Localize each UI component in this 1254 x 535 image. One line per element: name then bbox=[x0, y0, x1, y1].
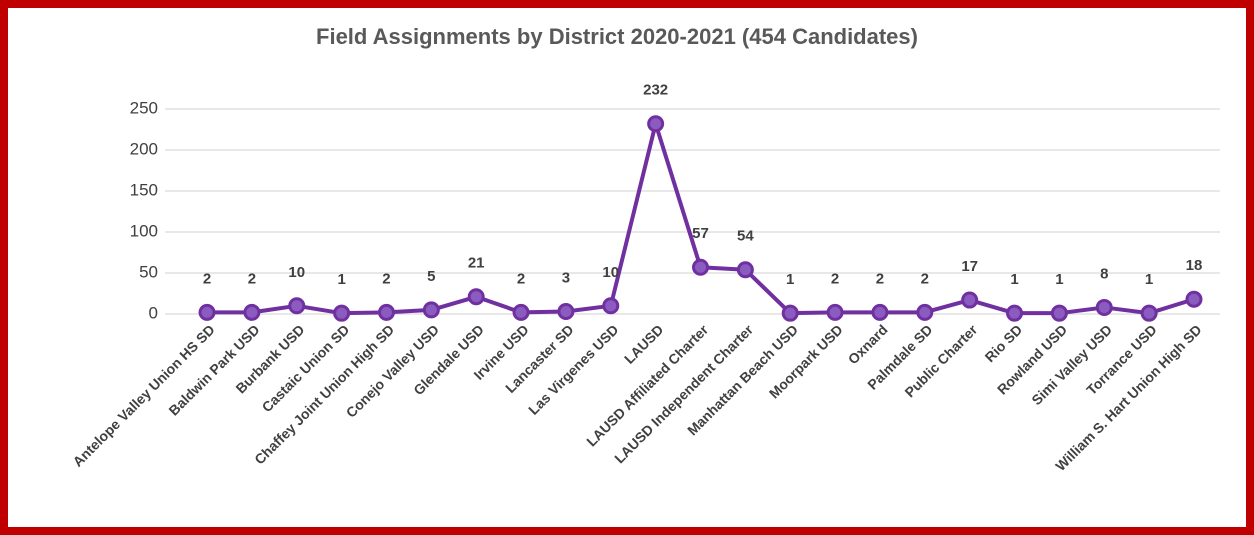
y-tick-label: 50 bbox=[139, 262, 158, 281]
data-label: 2 bbox=[248, 270, 256, 287]
data-point bbox=[1140, 304, 1158, 322]
y-tick-label: 150 bbox=[130, 180, 158, 199]
data-point bbox=[512, 303, 530, 321]
data-label: 1 bbox=[1145, 271, 1153, 288]
data-label: 17 bbox=[961, 258, 978, 275]
data-point bbox=[692, 258, 709, 276]
data-point bbox=[1006, 304, 1024, 322]
data-point bbox=[243, 303, 261, 321]
data-label: 1 bbox=[1055, 271, 1063, 288]
data-label: 5 bbox=[427, 268, 435, 285]
data-point bbox=[288, 297, 306, 315]
data-point bbox=[333, 304, 351, 322]
data-point bbox=[736, 261, 754, 279]
data-label: 10 bbox=[288, 264, 305, 281]
data-label: 8 bbox=[1100, 265, 1108, 282]
data-label: 1 bbox=[786, 271, 794, 288]
data-point bbox=[1095, 298, 1113, 316]
data-label: 2 bbox=[203, 270, 211, 287]
data-point bbox=[557, 303, 575, 321]
y-tick-label: 100 bbox=[130, 221, 158, 240]
data-label: 54 bbox=[737, 228, 754, 245]
data-label: 1 bbox=[337, 271, 345, 288]
data-point bbox=[826, 303, 844, 321]
data-point bbox=[1185, 290, 1203, 308]
data-point bbox=[422, 301, 440, 319]
data-label: 10 bbox=[602, 264, 619, 281]
data-label: 2 bbox=[382, 270, 390, 287]
data-point bbox=[961, 291, 979, 309]
data-label: 2 bbox=[876, 270, 884, 287]
data-label: 2 bbox=[831, 270, 839, 287]
data-label: 3 bbox=[562, 270, 570, 287]
y-tick-label: 0 bbox=[149, 303, 158, 322]
y-tick-label: 200 bbox=[130, 139, 158, 158]
data-point bbox=[916, 303, 934, 321]
data-label: 21 bbox=[468, 255, 485, 272]
data-label: 2 bbox=[921, 270, 929, 287]
data-label: 18 bbox=[1186, 257, 1203, 274]
data-label: 1 bbox=[1010, 271, 1018, 288]
data-point bbox=[647, 115, 665, 133]
y-tick-label: 250 bbox=[130, 98, 158, 117]
data-point bbox=[377, 303, 395, 321]
data-label: 57 bbox=[692, 225, 709, 242]
data-point bbox=[781, 304, 799, 322]
chart-title: Field Assignments by District 2020-2021 … bbox=[316, 24, 918, 49]
data-label: 232 bbox=[643, 82, 668, 99]
data-label: 2 bbox=[517, 270, 525, 287]
data-point bbox=[198, 303, 216, 321]
data-point bbox=[467, 288, 485, 306]
data-point bbox=[871, 303, 889, 321]
data-point bbox=[1050, 304, 1068, 322]
data-point bbox=[602, 297, 620, 315]
